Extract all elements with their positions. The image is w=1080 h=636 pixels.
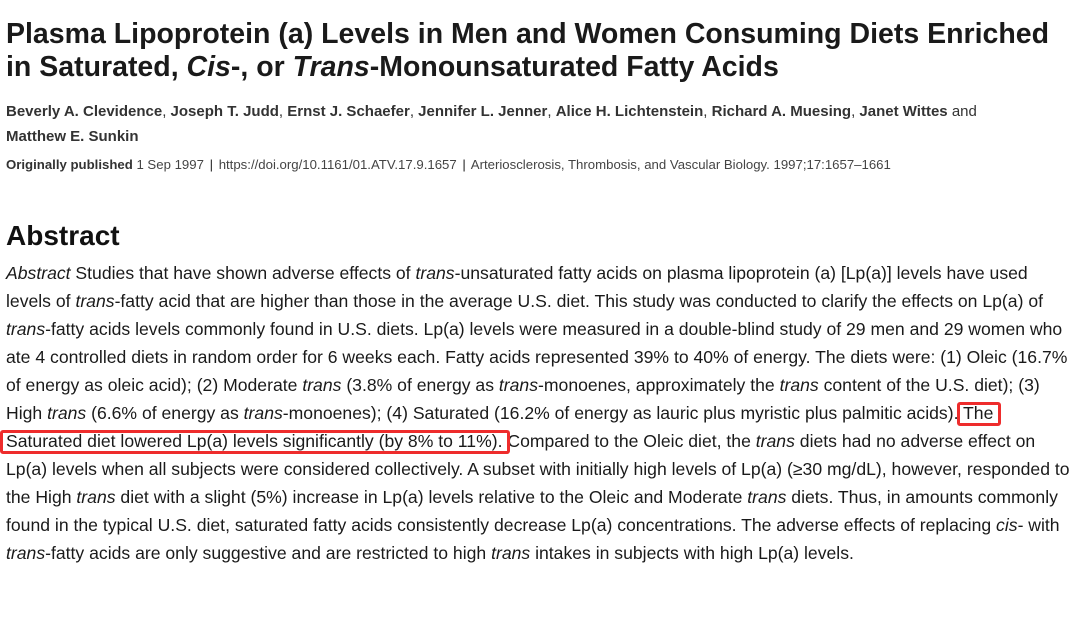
journal-citation: Arteriosclerosis, Thrombosis, and Vascul… <box>470 157 891 172</box>
abstract-text: diets had no adverse effect on Lp(a) lev… <box>6 431 1070 507</box>
author-list: Beverly A. Clevidence, Joseph T. Judd, E… <box>6 103 977 145</box>
published-label: Originally published <box>6 157 133 172</box>
abstract-italic: trans <box>779 375 819 395</box>
abstract-heading: Abstract <box>6 220 120 251</box>
abstract-text: Compared to the Oleic diet, the <box>502 431 756 451</box>
abstract-italic: cis <box>996 515 1018 535</box>
author-link[interactable]: Richard A. Muesing <box>711 103 852 120</box>
abstract-text: (3.8% of energy as <box>341 375 499 395</box>
abstract-italic: Abstract <box>6 263 71 283</box>
abstract-text: -monoenes, approximately the <box>538 375 780 395</box>
abstract-text: Studies that have shown adverse effects … <box>70 263 416 283</box>
title-text: -Monounsaturated Fatty Acids <box>369 51 779 83</box>
abstract-text: -fatty acids are only suggestive and are… <box>45 543 492 563</box>
abstract-text: intakes in subjects with high Lp(a) leve… <box>530 543 854 563</box>
meta-separator: | <box>462 157 466 172</box>
title-text: -, or <box>230 51 293 83</box>
article-title: Plasma Lipoprotein (a) Levels in Men and… <box>6 18 1074 84</box>
abstract-text: content of the U.S. diet); (3) High <box>6 375 1040 423</box>
abstract-text: -fatty acid that are higher than those i… <box>114 291 1043 311</box>
article-header: Plasma Lipoprotein (a) Levels in Men and… <box>0 18 1074 567</box>
abstract-italic: trans <box>755 431 795 451</box>
abstract-italic: trans <box>747 487 787 507</box>
abstract-italic: trans <box>6 543 46 563</box>
abstract-text: -fatty acids levels commonly found in U.… <box>6 319 1068 395</box>
abstract-text: (6.6% of energy as <box>86 403 244 423</box>
abstract-text: diet with a slight (5%) increase in Lp(a… <box>115 487 748 507</box>
author-link[interactable]: Matthew E. Sunkin <box>6 128 139 145</box>
abstract-body: Abstract Studies that have shown adverse… <box>0 259 1074 567</box>
author-link[interactable]: Joseph T. Judd <box>170 103 279 120</box>
author-link[interactable]: Alice H. Lichtenstein <box>555 103 704 120</box>
highlighted-sentence: The Saturated diet lowered Lp(a) levels … <box>6 403 994 451</box>
author-link[interactable]: Ernst J. Schaefer <box>287 103 410 120</box>
publication-meta: Originally published 1 Sep 1997 | https:… <box>6 155 1074 175</box>
abstract-italic: trans <box>6 319 46 339</box>
title-trans: Trans <box>292 51 370 83</box>
abstract-italic: trans <box>243 403 283 423</box>
abstract-text: -unsaturated fatty acids on plasma lipop… <box>6 263 1028 311</box>
meta-separator: | <box>209 157 214 172</box>
authors-and: and <box>951 103 977 120</box>
author-link[interactable]: Jennifer L. Jenner <box>418 103 548 120</box>
title-cis: Cis <box>186 51 231 83</box>
published-date: 1 Sep 1997 <box>136 157 204 172</box>
abstract-italic: trans <box>76 487 116 507</box>
author-link[interactable]: Beverly A. Clevidence <box>6 103 163 120</box>
abstract-italic: trans <box>415 263 455 283</box>
abstract-text: - with <box>1017 515 1060 535</box>
title-text: Plasma Lipoprotein (a) Levels in Men and… <box>6 18 1050 83</box>
abstract-text: -monoenes); (4) Saturated (16.2% of ener… <box>282 403 964 423</box>
abstract-text: diets. Thus, in amounts commonly found i… <box>6 487 1058 535</box>
abstract-italic: trans <box>498 375 539 395</box>
abstract-italic: trans <box>47 403 87 423</box>
abstract-italic: trans <box>491 543 531 563</box>
abstract-italic: trans <box>75 291 115 311</box>
abstract-italic: trans <box>302 375 342 395</box>
doi-link[interactable]: https://doi.org/10.1161/01.ATV.17.9.1657 <box>218 157 457 172</box>
author-link[interactable]: Janet Wittes <box>859 103 948 120</box>
